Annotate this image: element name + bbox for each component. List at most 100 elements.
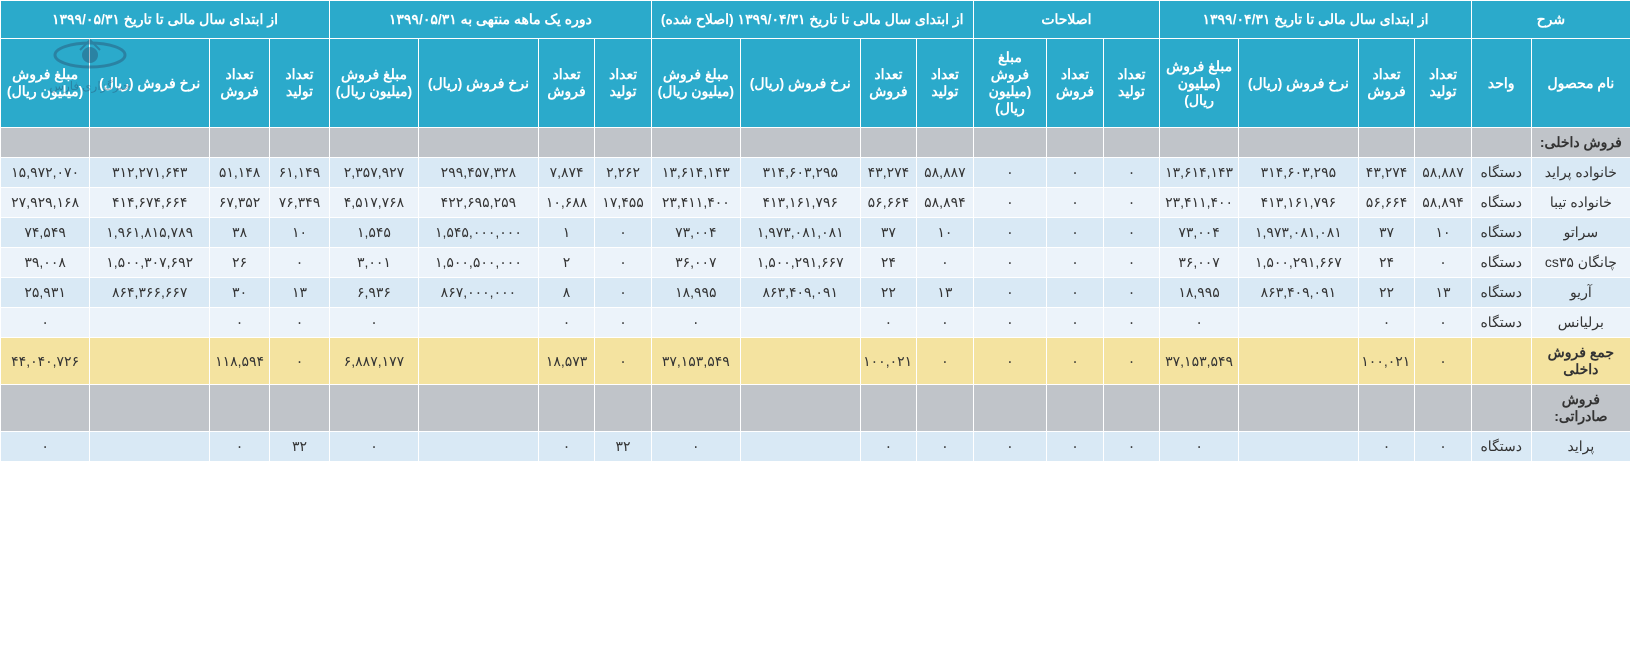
data-cell xyxy=(538,128,594,158)
data-cell xyxy=(1358,385,1414,432)
data-cell: ۱۳ xyxy=(917,278,973,308)
data-cell: ۰ xyxy=(1047,432,1103,462)
data-cell xyxy=(1103,128,1159,158)
data-cell: ۱,۵۰۰,۳۰۷,۶۹۲ xyxy=(90,248,210,278)
data-cell xyxy=(740,128,860,158)
col-product-name: نام محصول xyxy=(1531,39,1630,128)
data-cell: ۰ xyxy=(973,432,1047,462)
data-cell: ۰ xyxy=(1047,308,1103,338)
col-group-period2: از ابتدای سال مالی تا تاریخ ۱۳۹۹/۰۴/۳۱ (… xyxy=(651,1,973,39)
data-cell: ۱۰۰,۰۲۱ xyxy=(860,338,916,385)
col-group-period3: از ابتدای سال مالی تا تاریخ ۱۳۹۹/۰۵/۳۱ xyxy=(1,1,330,39)
table-row: سراتودستگاه۱۰۳۷۱,۹۷۳,۰۸۱,۰۸۱۷۳,۰۰۴۰۰۰۱۰۳… xyxy=(1,218,1631,248)
data-cell: ۴۳,۲۷۴ xyxy=(860,158,916,188)
product-name-cell: دستگاه xyxy=(1471,278,1531,308)
data-cell xyxy=(1047,385,1103,432)
data-cell: ۲۷,۹۲۹,۱۶۸ xyxy=(1,188,90,218)
data-cell: ۱۰ xyxy=(917,218,973,248)
data-cell: ۱۵,۹۷۲,۰۷۰ xyxy=(1,158,90,188)
data-cell: ۰ xyxy=(1047,188,1103,218)
data-cell: ۰ xyxy=(1160,308,1239,338)
data-cell: ۰ xyxy=(651,308,740,338)
data-cell: ۱,۵۴۵,۰۰۰,۰۰۰ xyxy=(418,218,538,248)
data-cell: ۳۱۴,۶۰۳,۲۹۵ xyxy=(1238,158,1358,188)
data-cell: ۰ xyxy=(1103,188,1159,218)
data-cell: ۰ xyxy=(1415,338,1471,385)
product-name-cell: دستگاه xyxy=(1471,432,1531,462)
data-cell: ۳۸ xyxy=(210,218,270,248)
data-cell: ۰ xyxy=(595,248,651,278)
data-cell: ۳۷,۱۵۳,۵۴۹ xyxy=(651,338,740,385)
data-cell: ۳۷ xyxy=(1358,218,1414,248)
data-cell xyxy=(1415,128,1471,158)
col-prod-qty-4: تعداد تولید xyxy=(595,39,651,128)
col-amount-2: مبلغ فروش (میلیون ریال) xyxy=(973,39,1047,128)
table-header: شرح از ابتدای سال مالی تا تاریخ ۱۳۹۹/۰۴/… xyxy=(1,1,1631,128)
data-cell: ۲ xyxy=(538,248,594,278)
col-prod-qty-3: تعداد تولید xyxy=(917,39,973,128)
data-cell xyxy=(651,128,740,158)
data-cell: ۵۸,۸۹۴ xyxy=(1415,188,1471,218)
data-cell: ۰ xyxy=(1103,218,1159,248)
data-cell: ۴۱۴,۶۷۴,۶۶۴ xyxy=(90,188,210,218)
data-cell xyxy=(418,385,538,432)
data-cell: ۳۰ xyxy=(210,278,270,308)
data-cell: ۱۳ xyxy=(270,278,330,308)
data-cell: ۴۲۲,۶۹۵,۲۵۹ xyxy=(418,188,538,218)
data-cell: ۳۷ xyxy=(860,218,916,248)
data-cell: ۱,۹۶۱,۸۱۵,۷۸۹ xyxy=(90,218,210,248)
data-cell: ۰ xyxy=(651,432,740,462)
header-group-row: شرح از ابتدای سال مالی تا تاریخ ۱۳۹۹/۰۴/… xyxy=(1,1,1631,39)
data-cell: ۰ xyxy=(1358,308,1414,338)
data-cell: ۱۸,۵۷۳ xyxy=(538,338,594,385)
data-cell: ۵۸,۸۹۴ xyxy=(917,188,973,218)
col-sale-qty-4: تعداد فروش xyxy=(538,39,594,128)
data-cell: ۰ xyxy=(973,158,1047,188)
data-cell: ۰ xyxy=(917,432,973,462)
data-cell: ۴,۵۱۷,۷۶۸ xyxy=(329,188,418,218)
data-cell: ۲,۳۵۷,۹۲۷ xyxy=(329,158,418,188)
product-name-cell: خانواده تیبا xyxy=(1531,188,1630,218)
product-name-cell: دستگاه xyxy=(1471,218,1531,248)
section-label: فروش صادراتی: xyxy=(1531,385,1630,432)
data-cell: ۶,۸۸۷,۱۷۷ xyxy=(329,338,418,385)
data-cell: ۵۶,۶۶۴ xyxy=(860,188,916,218)
data-cell: ۰ xyxy=(973,248,1047,278)
data-cell: ۱,۵۰۰,۵۰۰,۰۰۰ xyxy=(418,248,538,278)
data-cell: ۳۹,۰۰۸ xyxy=(1,248,90,278)
data-cell: ۷۴,۵۴۹ xyxy=(1,218,90,248)
product-name-cell: دستگاه xyxy=(1471,308,1531,338)
data-cell: ۰ xyxy=(1,308,90,338)
data-cell: ۱۸,۹۹۵ xyxy=(1160,278,1239,308)
data-cell: ۰ xyxy=(595,218,651,248)
data-cell xyxy=(917,128,973,158)
data-cell: ۱۰ xyxy=(1415,218,1471,248)
financial-table: شرح از ابتدای سال مالی تا تاریخ ۱۳۹۹/۰۴/… xyxy=(0,0,1631,462)
col-prod-qty-2: تعداد تولید xyxy=(1103,39,1159,128)
data-cell: ۲۵,۹۳۱ xyxy=(1,278,90,308)
data-cell xyxy=(1358,128,1414,158)
data-cell: ۶,۹۳۶ xyxy=(329,278,418,308)
data-cell: ۲,۲۶۲ xyxy=(595,158,651,188)
data-cell: ۰ xyxy=(973,338,1047,385)
data-cell: ۳۱۲,۲۷۱,۶۴۳ xyxy=(90,158,210,188)
data-cell: ۷۶,۳۴۹ xyxy=(270,188,330,218)
data-cell: ۴۴,۰۴۰,۷۲۶ xyxy=(1,338,90,385)
product-name-cell: چانگان cs۳۵ xyxy=(1531,248,1630,278)
data-cell: ۰ xyxy=(1103,278,1159,308)
data-cell: ۰ xyxy=(538,308,594,338)
data-cell: ۵۸,۸۸۷ xyxy=(917,158,973,188)
data-cell: ۳۲ xyxy=(595,432,651,462)
data-cell: ۱ xyxy=(538,218,594,248)
data-cell: ۱۷,۴۵۵ xyxy=(595,188,651,218)
product-name-cell: خانواده پراید xyxy=(1531,158,1630,188)
data-cell: ۲۲ xyxy=(1358,278,1414,308)
section-label: فروش داخلی: xyxy=(1531,128,1630,158)
col-group-corrections: اصلاحات xyxy=(973,1,1160,39)
data-cell: ۰ xyxy=(595,338,651,385)
data-cell: ۰ xyxy=(1103,338,1159,385)
data-cell xyxy=(90,338,210,385)
data-cell: ۲۹۹,۴۵۷,۳۲۸ xyxy=(418,158,538,188)
data-cell: ۰ xyxy=(270,308,330,338)
table-body: فروش داخلی:خانواده پرایددستگاه۵۸,۸۸۷۴۳,۲… xyxy=(1,128,1631,462)
